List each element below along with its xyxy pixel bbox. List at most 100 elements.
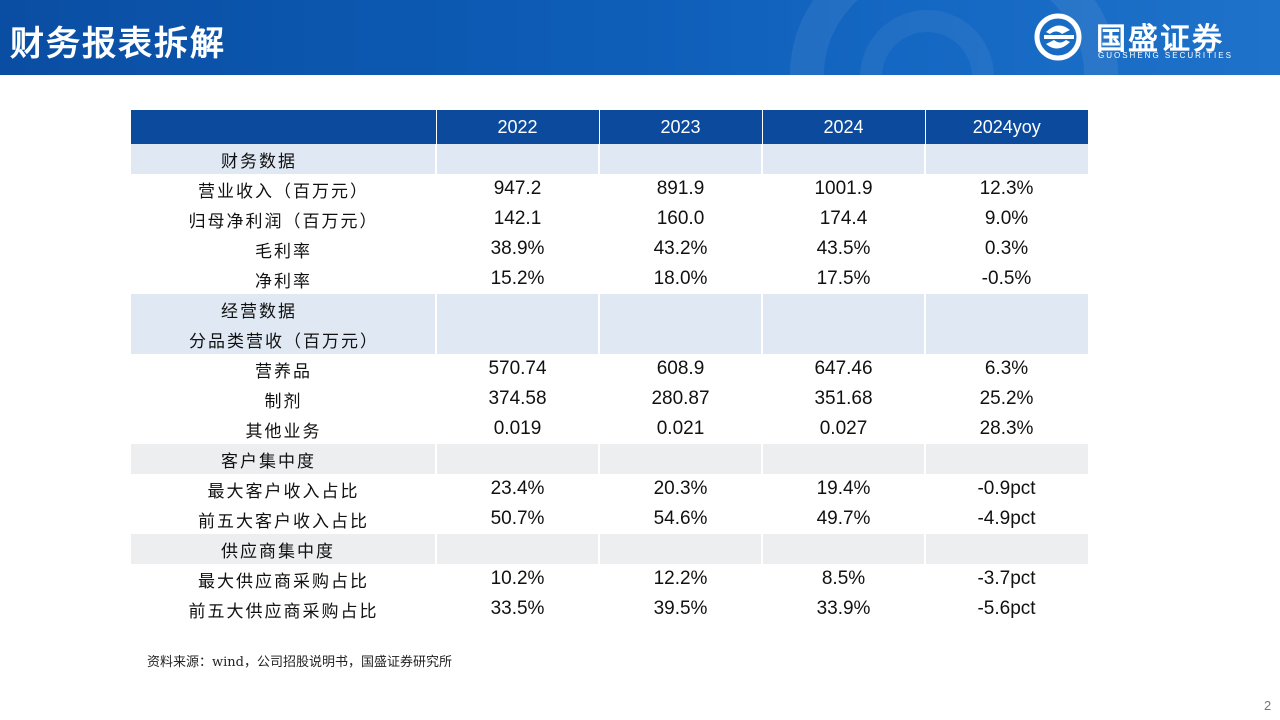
table-cell: 647.46 bbox=[814, 358, 873, 379]
table-cell: 891.9 bbox=[656, 178, 705, 199]
source-note: 资料来源：wind，公司招股说明书，国盛证券研究所 bbox=[147, 655, 452, 670]
column-header bbox=[131, 110, 436, 144]
table-cell bbox=[924, 294, 1088, 324]
row-label: 毛利率 bbox=[255, 241, 312, 262]
table-cell: 0.021 bbox=[656, 418, 705, 439]
section-row: 供应商集中度 bbox=[131, 534, 1088, 564]
table-cell: -3.7pct bbox=[977, 568, 1036, 589]
table-cell: 33.9% bbox=[816, 598, 871, 619]
table-cell bbox=[598, 144, 762, 174]
table-cell: 12.2% bbox=[653, 568, 708, 589]
table-row: 其他业务 0.019 0.021 0.027 28.3% bbox=[131, 414, 1088, 444]
column-header: 2023 bbox=[598, 110, 762, 144]
table-cell bbox=[761, 324, 925, 354]
row-label: 供应商集中度 bbox=[131, 534, 436, 564]
table-cell: 0.027 bbox=[819, 418, 868, 439]
row-label: 经营数据 bbox=[131, 294, 436, 324]
column-header: 2022 bbox=[435, 110, 599, 144]
table-cell: 28.3% bbox=[979, 418, 1034, 439]
row-label: 其他业务 bbox=[245, 421, 322, 442]
table-cell: 374.58 bbox=[488, 388, 547, 409]
table-row: 毛利率 38.9% 43.2% 43.5% 0.3% bbox=[131, 234, 1088, 264]
table-cell: 9.0% bbox=[984, 208, 1029, 229]
table-cell: 142.1 bbox=[493, 208, 542, 229]
table-cell: 54.6% bbox=[653, 508, 708, 529]
table-cell bbox=[435, 144, 599, 174]
table-cell: 947.2 bbox=[493, 178, 542, 199]
table-cell bbox=[598, 324, 762, 354]
section-row: 财务数据 bbox=[131, 144, 1088, 174]
row-label: 最大供应商采购占比 bbox=[198, 571, 369, 592]
table-cell: 18.0% bbox=[653, 268, 708, 289]
table-cell: 43.5% bbox=[816, 238, 871, 259]
table-row: 前五大供应商采购占比 33.5% 39.5% 33.9% -5.6pct bbox=[131, 594, 1088, 624]
row-label: 财务数据 bbox=[131, 144, 436, 174]
table-cell bbox=[598, 534, 762, 564]
table-cell: 0.019 bbox=[493, 418, 542, 439]
table-cell bbox=[761, 294, 925, 324]
logo-mark-icon bbox=[1034, 13, 1082, 61]
table-cell bbox=[435, 444, 599, 474]
table-cell: 33.5% bbox=[490, 598, 545, 619]
table-cell: 570.74 bbox=[488, 358, 547, 379]
table-cell bbox=[598, 444, 762, 474]
row-label: 归母净利润（百万元） bbox=[188, 211, 379, 232]
logo-text-cn: 国盛证券 bbox=[1096, 22, 1224, 57]
table-cell bbox=[924, 324, 1088, 354]
table-cell bbox=[761, 444, 925, 474]
row-label: 营养品 bbox=[255, 361, 312, 382]
table-cell: 25.2% bbox=[979, 388, 1034, 409]
header-bar: 财务报表拆解 国盛证券 GUOSHENG SECURITIES bbox=[0, 0, 1280, 75]
table-cell bbox=[598, 294, 762, 324]
section-row: 经营数据 bbox=[131, 294, 1088, 324]
table-cell: 12.3% bbox=[979, 178, 1034, 199]
table-cell: 23.4% bbox=[490, 478, 545, 499]
table-cell bbox=[435, 294, 599, 324]
table-cell bbox=[435, 534, 599, 564]
table-cell: -0.9pct bbox=[977, 478, 1036, 499]
table-cell: 38.9% bbox=[490, 238, 545, 259]
table-cell: 19.4% bbox=[816, 478, 871, 499]
table-row: 制剂 374.58 280.87 351.68 25.2% bbox=[131, 384, 1088, 414]
row-label: 最大客户收入占比 bbox=[207, 481, 360, 502]
table-header-row: 2022 2023 2024 2024yoy bbox=[131, 110, 1088, 144]
table-row: 前五大客户收入占比 50.7% 54.6% 49.7% -4.9pct bbox=[131, 504, 1088, 534]
table-cell: 20.3% bbox=[653, 478, 708, 499]
page-title: 财务报表拆解 bbox=[10, 24, 226, 64]
table-body: 财务数据 营业收入（百万元） 947.2 891.9 1001.9 12.3% 归母净利润（… bbox=[131, 144, 1088, 624]
table-cell: -5.6pct bbox=[977, 598, 1036, 619]
table-cell: 50.7% bbox=[490, 508, 545, 529]
table-cell: 1001.9 bbox=[814, 178, 873, 199]
page-number: 2 bbox=[1264, 698, 1272, 713]
table-cell bbox=[924, 144, 1088, 174]
company-logo: 国盛证券 GUOSHENG SECURITIES bbox=[1032, 12, 1262, 62]
logo-text-en: GUOSHENG SECURITIES bbox=[1098, 51, 1233, 60]
column-header: 2024 bbox=[761, 110, 925, 144]
table-cell: 43.2% bbox=[653, 238, 708, 259]
table-cell: 10.2% bbox=[490, 568, 545, 589]
table-row: 营业收入（百万元） 947.2 891.9 1001.9 12.3% bbox=[131, 174, 1088, 204]
table-cell: -4.9pct bbox=[977, 508, 1036, 529]
section-row: 客户集中度 bbox=[131, 444, 1088, 474]
table-cell: 6.3% bbox=[984, 358, 1029, 379]
table-row: 净利率 15.2% 18.0% 17.5% -0.5% bbox=[131, 264, 1088, 294]
table-cell: 49.7% bbox=[816, 508, 871, 529]
row-label: 客户集中度 bbox=[131, 444, 436, 474]
table-cell: 608.9 bbox=[656, 358, 705, 379]
table-row: 归母净利润（百万元） 142.1 160.0 174.4 9.0% bbox=[131, 204, 1088, 234]
table-cell bbox=[761, 144, 925, 174]
table-cell bbox=[435, 324, 599, 354]
table-cell bbox=[761, 534, 925, 564]
financial-table: 2022 2023 2024 2024yoy 财务数据 营业收入（百万元） 947.… bbox=[131, 110, 1088, 624]
table-cell: 39.5% bbox=[653, 598, 708, 619]
table-cell: -0.5% bbox=[981, 268, 1032, 289]
table-row: 最大供应商采购占比 10.2% 12.2% 8.5% -3.7pct bbox=[131, 564, 1088, 594]
table-row: 最大客户收入占比 23.4% 20.3% 19.4% -0.9pct bbox=[131, 474, 1088, 504]
row-label: 净利率 bbox=[255, 271, 312, 292]
table-cell: 17.5% bbox=[816, 268, 871, 289]
row-label: 分品类营收（百万元） bbox=[131, 324, 436, 354]
table-cell: 280.87 bbox=[651, 388, 710, 409]
column-header: 2024yoy bbox=[924, 110, 1088, 144]
table-cell: 174.4 bbox=[819, 208, 868, 229]
table-cell: 15.2% bbox=[490, 268, 545, 289]
